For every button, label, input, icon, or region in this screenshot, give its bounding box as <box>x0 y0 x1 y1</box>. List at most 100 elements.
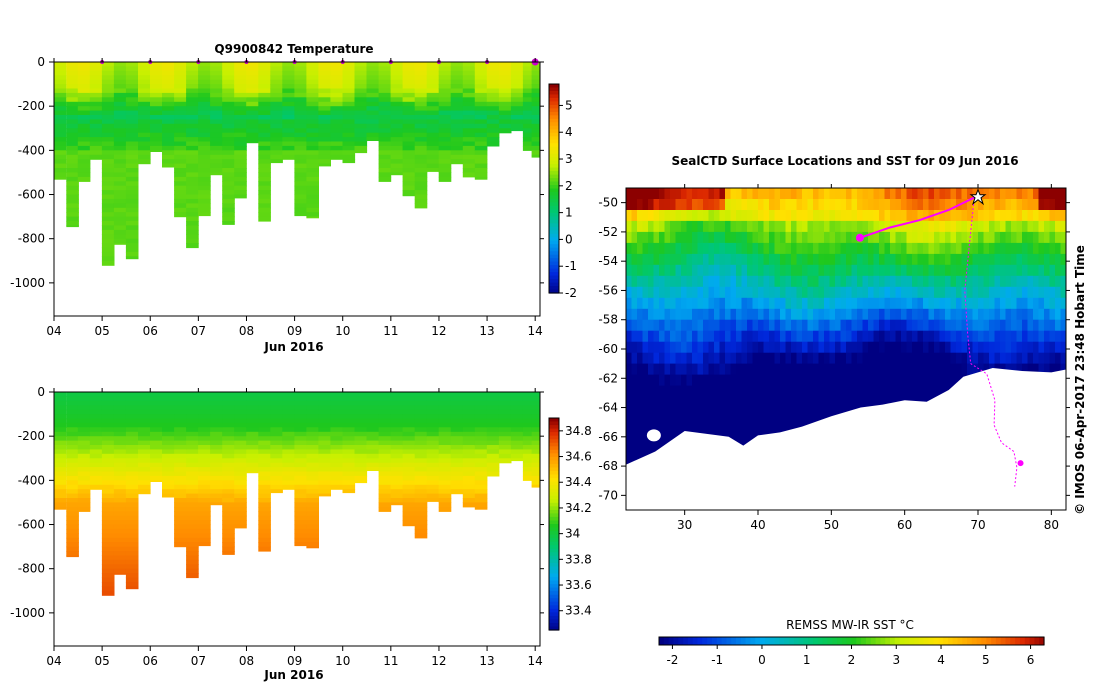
t-cell <box>462 168 476 173</box>
sst-cell <box>681 396 688 409</box>
t-cell <box>162 150 175 156</box>
sst-cell <box>890 199 897 211</box>
s-cell <box>402 440 416 446</box>
t-cell <box>474 172 488 178</box>
sst-cell <box>725 396 732 409</box>
sst-cell <box>741 385 748 398</box>
sst-cell <box>736 264 743 277</box>
s-cell <box>258 449 271 455</box>
t-cell <box>438 163 452 169</box>
s-cell <box>294 405 307 411</box>
sst-cell <box>846 297 853 310</box>
t-cell <box>66 62 79 67</box>
t-cell <box>486 79 500 85</box>
sst-cell <box>813 407 820 420</box>
t-cell <box>318 62 331 67</box>
t-cell <box>282 62 295 67</box>
sst-cell <box>1060 264 1066 277</box>
sst-cell <box>906 199 913 211</box>
sst-cell <box>741 319 748 332</box>
s-cell <box>414 489 428 495</box>
s-cell <box>222 511 235 517</box>
t-cell <box>414 119 428 125</box>
map-y-tick-label: -50 <box>598 196 618 210</box>
t-cell <box>474 123 488 129</box>
sst-cell <box>675 385 682 398</box>
sst-cell <box>890 385 897 398</box>
t-cell <box>162 101 175 107</box>
sst-cell <box>868 210 875 222</box>
sst-cell <box>1016 275 1023 288</box>
t-cell <box>414 97 428 103</box>
s-cell <box>426 427 440 433</box>
t-cell <box>89 88 103 94</box>
sst-cell <box>780 264 787 277</box>
sst-cell <box>934 188 941 200</box>
colorbar-segment <box>549 598 559 603</box>
s-cell <box>330 440 343 446</box>
s-cell <box>234 418 247 424</box>
sst-cell <box>961 210 968 222</box>
sst-cell <box>670 363 677 376</box>
sst-cell <box>829 385 836 398</box>
t-cell <box>138 70 151 76</box>
s-cell <box>101 418 115 424</box>
t-cell <box>306 212 319 218</box>
t-cell <box>258 207 271 213</box>
sst-cell <box>1033 264 1040 277</box>
s-cell <box>101 462 115 468</box>
sst-cell <box>1011 275 1018 288</box>
t-cell <box>101 190 115 196</box>
t-cell <box>462 84 476 90</box>
s-cell <box>198 471 211 477</box>
s-cell <box>462 431 476 437</box>
sst-cell <box>659 330 666 343</box>
t-cell <box>174 110 187 116</box>
t-cell <box>234 75 247 81</box>
s-cell <box>113 568 127 574</box>
t-cell <box>222 70 235 76</box>
s-cell <box>138 422 151 428</box>
t-cell <box>342 159 356 164</box>
t-cell <box>234 190 247 196</box>
s-cell <box>282 458 295 464</box>
s-cell <box>198 537 211 543</box>
t-cell <box>258 145 271 151</box>
sst-cell <box>884 385 891 398</box>
s-cell <box>342 409 356 415</box>
sst-cell <box>719 297 726 310</box>
s-cell <box>474 449 488 455</box>
t-cell <box>378 128 392 134</box>
sst-cell <box>659 297 666 310</box>
sst-cell <box>758 286 765 299</box>
t-cell <box>330 101 343 107</box>
sst-cell <box>653 199 660 211</box>
t-cell <box>531 66 540 72</box>
sst-cell <box>785 297 792 310</box>
t-cell <box>531 150 540 156</box>
s-cell <box>450 458 464 464</box>
t-cell <box>54 110 67 116</box>
t-cell <box>354 79 368 85</box>
t-cell <box>486 75 500 81</box>
s-cell <box>531 414 540 420</box>
s-cell <box>414 422 428 428</box>
s-cell <box>486 467 500 473</box>
s-cell <box>402 480 416 486</box>
sst-cell <box>1027 253 1034 266</box>
sst-cell <box>829 275 836 288</box>
s-cell <box>89 453 103 459</box>
sst-cell <box>1016 231 1023 244</box>
sst-cell <box>846 385 853 398</box>
sst-cell <box>664 297 671 310</box>
sst-cell <box>1005 264 1012 277</box>
s-cell <box>462 462 476 468</box>
s-cell <box>306 542 319 548</box>
colorbar-tick-label: 4 <box>565 125 573 139</box>
s-cell <box>414 453 428 459</box>
sst-cell <box>829 210 836 222</box>
sst-cell <box>697 286 704 299</box>
sst-cell <box>802 396 809 409</box>
t-cell <box>426 66 440 72</box>
sst-cell <box>686 231 693 244</box>
